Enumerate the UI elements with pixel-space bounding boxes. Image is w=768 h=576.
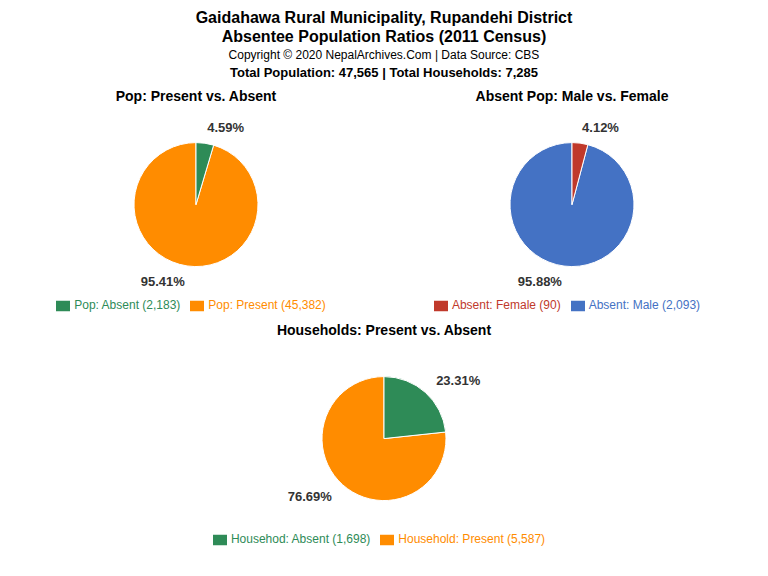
html-text:Absent Pop: Male vs. Female: Absent Pop: Male vs. Female <box>475 88 669 104</box>
html-text:Household: Present (5,587): Household: Present (5,587) <box>398 532 546 547</box>
svg-text:4.12%: 4.12% <box>582 120 619 135</box>
html-text:Absentee Population Ratios (20: Absentee Population Ratios (2011 Census) <box>221 28 547 45</box>
html-text:Gaidahawa Rural Municipality,: Gaidahawa Rural Municipality, Rupandehi … <box>195 9 573 26</box>
svg-text:95.88%: 95.88% <box>518 274 563 289</box>
html-text:Pop: Present (45,382): Pop: Present (45,382) <box>208 298 326 313</box>
html-text:Househod: Absent (1,698): Househod: Absent (1,698) <box>230 532 371 547</box>
svg-text:76.69%: 76.69% <box>288 489 333 504</box>
html-text:Total Population: 47,565 | Tot: Total Population: 47,565 | Total Househo… <box>230 65 538 80</box>
html-text:Absent: Female (90): Absent: Female (90) <box>451 298 561 313</box>
html-text:Pop: Absent (2,183): Pop: Absent (2,183) <box>74 298 181 313</box>
html-text:Absent: Male (2,093): Absent: Male (2,093) <box>588 298 701 313</box>
svg-text:4.59%: 4.59% <box>207 120 244 135</box>
svg-text:23.31%: 23.31% <box>436 373 481 388</box>
html-text:Copyright © 2020 NepalArchives: Copyright © 2020 NepalArchives.Com | Dat… <box>228 48 540 62</box>
html-text:Households: Present vs. Absent: Households: Present vs. Absent <box>276 322 492 338</box>
html-text:Pop: Present vs. Absent: Pop: Present vs. Absent <box>115 88 277 104</box>
svg-text:95.41%: 95.41% <box>141 274 186 289</box>
